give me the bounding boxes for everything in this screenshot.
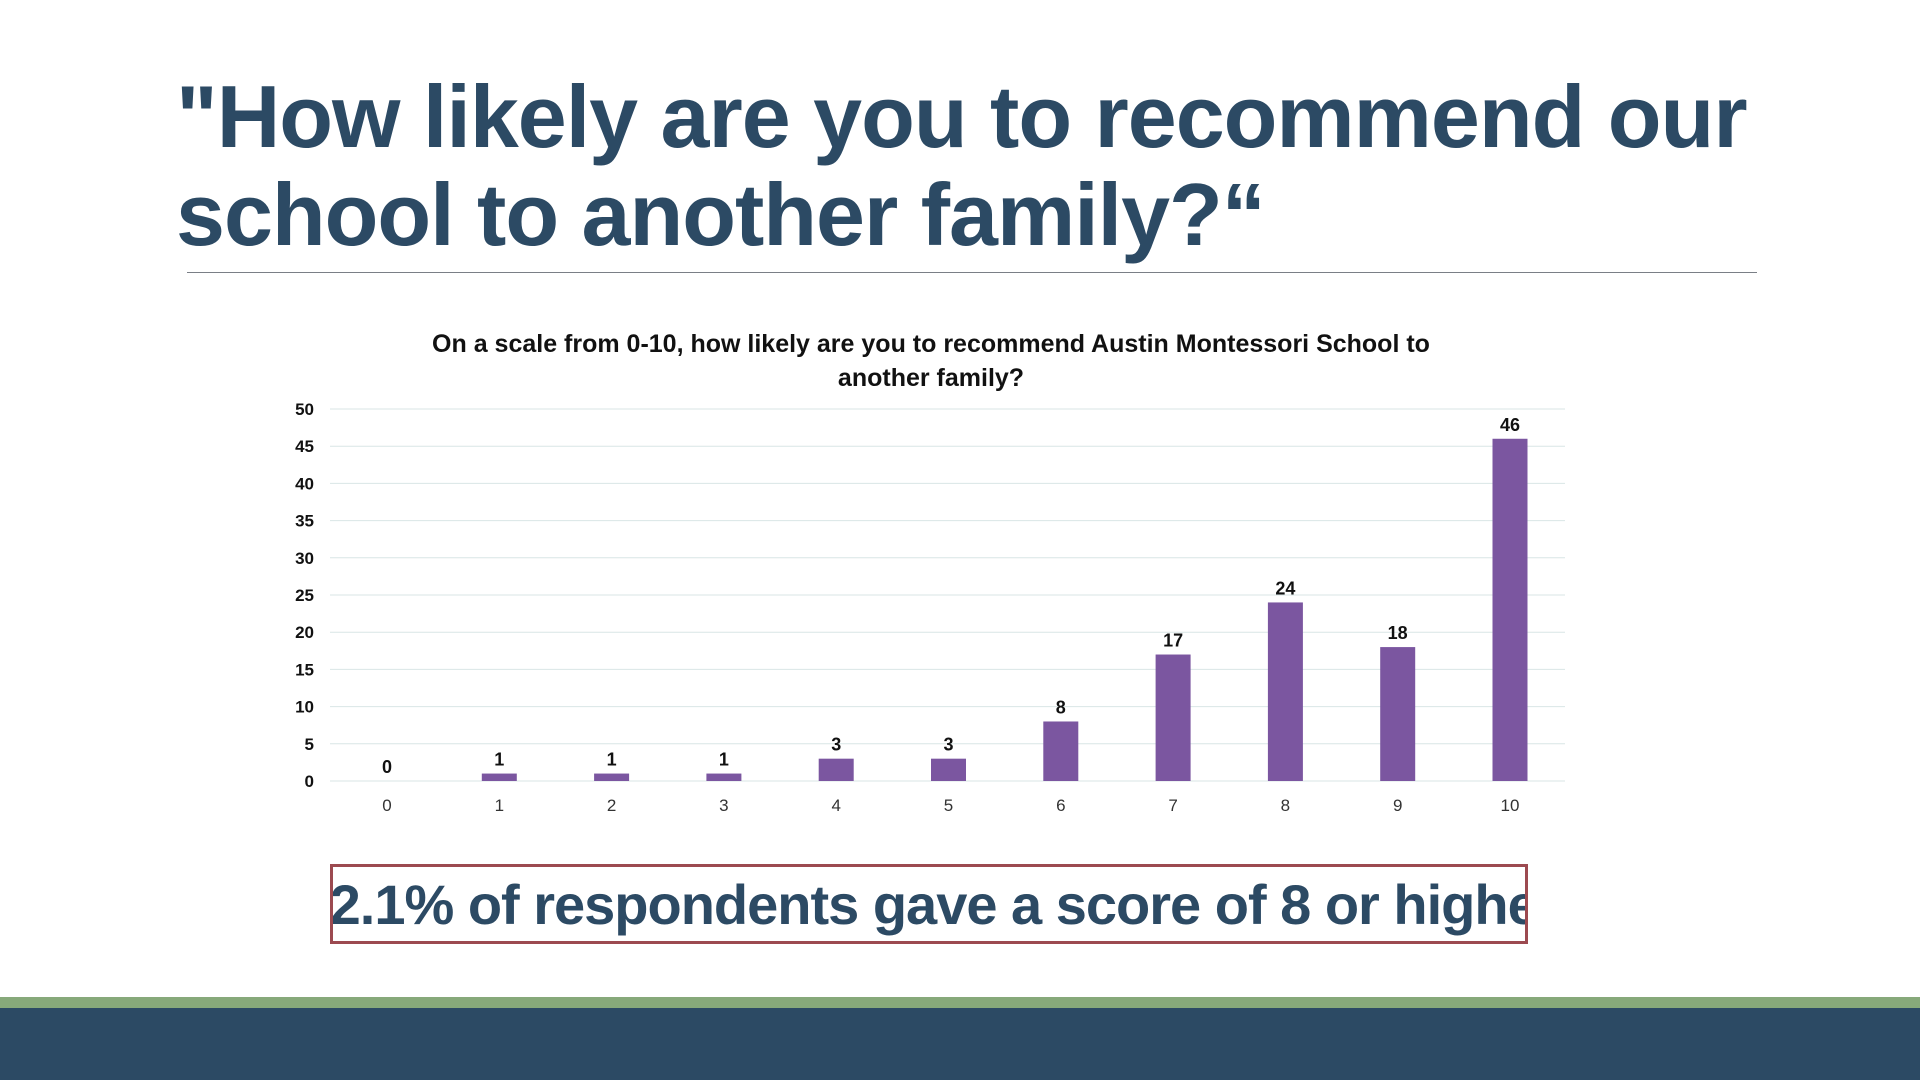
bar-2	[594, 773, 630, 781]
y-tick-label: 0	[305, 772, 314, 791]
bar-10	[1492, 438, 1528, 781]
bar-7	[1155, 654, 1191, 781]
y-tick-label: 25	[295, 586, 314, 605]
bar-4	[818, 758, 854, 781]
chart-title: On a scale from 0-10, how likely are you…	[432, 330, 1430, 392]
y-tick-label: 20	[295, 623, 314, 642]
footer-band	[0, 1008, 1920, 1080]
x-tick-label: 8	[1281, 796, 1290, 815]
x-tick-label: 5	[944, 796, 953, 815]
y-tick-label: 50	[295, 400, 314, 419]
x-tick-label: 2	[607, 796, 616, 815]
data-label: 46	[1500, 415, 1520, 435]
x-tick-label: 4	[831, 796, 840, 815]
y-tick-label: 10	[295, 698, 314, 717]
title-divider	[187, 272, 1757, 273]
data-label: 1	[607, 750, 617, 770]
footer-accent-stripe	[0, 997, 1920, 1008]
data-label: 24	[1275, 578, 1295, 598]
x-tick-label: 7	[1168, 796, 1177, 815]
chart-title-line: another family?	[838, 364, 1024, 392]
y-tick-label: 5	[305, 735, 314, 754]
bar-5	[931, 758, 966, 781]
y-tick-label: 45	[295, 437, 314, 456]
data-label: 1	[494, 750, 504, 770]
data-label: 18	[1388, 623, 1408, 643]
y-tick-label: 15	[295, 660, 314, 679]
x-tick-label: 10	[1501, 796, 1520, 815]
bar-8	[1267, 602, 1303, 781]
summary-callout: 72.1% of respondents gave a score of 8 o…	[330, 864, 1528, 944]
chart-title-line: On a scale from 0-10, how likely are you…	[432, 330, 1430, 358]
x-tick-label: 9	[1393, 796, 1402, 815]
data-label: 3	[943, 735, 953, 755]
data-label: 8	[1056, 697, 1066, 717]
data-label: 17	[1163, 631, 1183, 651]
x-tick-label: 0	[382, 796, 391, 815]
y-tick-label: 35	[295, 512, 314, 531]
data-label: 3	[831, 735, 841, 755]
bar-1	[481, 773, 517, 781]
x-tick-label: 6	[1056, 796, 1065, 815]
data-label: 0	[382, 757, 392, 777]
slide-title: "How likely are you to recommend our sch…	[176, 67, 1748, 264]
x-tick-label: 1	[495, 796, 504, 815]
bar-6	[1043, 721, 1079, 781]
y-tick-label: 30	[295, 549, 314, 568]
x-tick-label: 3	[719, 796, 728, 815]
bar-3	[706, 773, 742, 781]
data-label: 1	[719, 750, 729, 770]
bar-9	[1380, 647, 1416, 781]
y-tick-label: 40	[295, 474, 314, 493]
